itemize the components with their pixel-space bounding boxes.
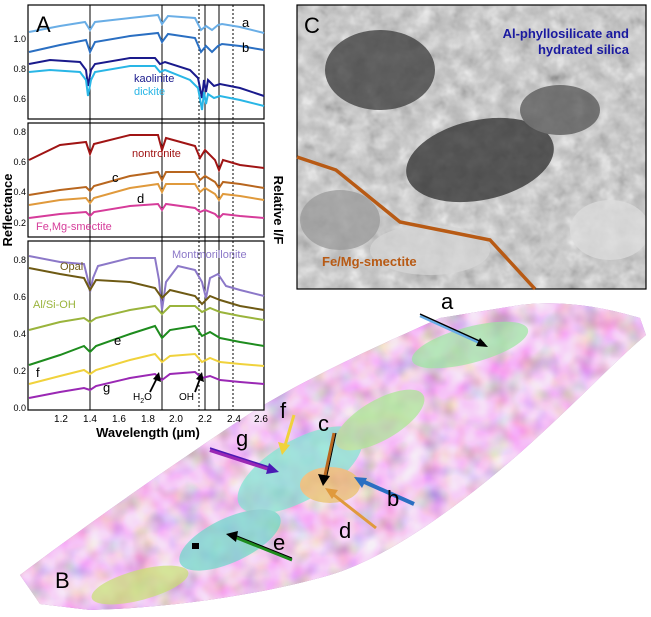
x-tick: 1.4 — [83, 414, 97, 425]
spectrum-e — [28, 324, 265, 366]
y-tick: 0.6 — [13, 94, 26, 104]
arrow-label-a: a — [441, 289, 454, 314]
y-tick: 0.8 — [13, 64, 26, 74]
x-tick: 1.2 — [54, 414, 68, 425]
spectrum-nontronite — [28, 134, 265, 173]
x-tick: 1.6 — [112, 414, 126, 425]
spectrum-d — [28, 182, 265, 206]
panel-c-image — [296, 4, 647, 291]
spectrum-c — [28, 170, 265, 196]
x-axis-label: Wavelength (µm) — [96, 425, 200, 440]
arrow-d — [325, 488, 377, 530]
spectra-frame-top — [27, 4, 265, 120]
al-phyllosilicate-label-2: hydrated silica — [538, 42, 630, 57]
terrain-arrow-labels: a b c d e f g — [236, 289, 454, 555]
femg-boundary-line — [296, 155, 537, 291]
spectrum-al-si-oh — [28, 304, 265, 331]
y-tick: 0.2 — [13, 366, 26, 376]
arrow-a — [419, 313, 488, 347]
panel-b-label: B — [55, 568, 70, 593]
spectra-frame-bottom — [27, 240, 265, 411]
y-tick: 0.0 — [13, 403, 26, 413]
arrow-label-b: b — [387, 486, 399, 511]
arrow-g — [209, 447, 279, 474]
spectrum-g — [28, 370, 265, 399]
spectrum-fe-mg-smectite — [28, 202, 265, 220]
curve-label-b: b — [242, 40, 249, 55]
x-tick: 1.8 — [141, 414, 155, 425]
curve-label-c: c — [112, 170, 119, 185]
x-tick: 2.2 — [198, 414, 212, 425]
y-axis-label-left: Reflectance — [0, 174, 15, 247]
curve-label-montmorillonite: Montmorillonite — [172, 249, 247, 261]
spectrum-dickite — [28, 65, 265, 111]
spectrum-montmorillonite — [28, 255, 265, 311]
curve-label-al-si-oh: Al/Si-OH — [33, 299, 76, 311]
curve-label-fe-mg-smectite: Fe,Mg-smectite — [36, 221, 112, 233]
curve-label-d: d — [137, 191, 144, 206]
y-tick: 0.4 — [13, 187, 26, 197]
y-tick: 0.4 — [13, 329, 26, 339]
al-phyllosilicate-label-1: Al-phyllosilicate and — [503, 26, 629, 41]
x-tick-labels: 1.2 1.4 1.6 1.8 2.0 2.2 2.4 2.6 — [54, 414, 268, 425]
arrow-label-f: f — [280, 398, 287, 423]
spectrum-opal — [28, 267, 265, 311]
arrow-label-d: d — [339, 518, 351, 543]
spectrum-f — [28, 352, 265, 385]
y-tick: 1.0 — [13, 34, 26, 44]
spectrum-kaolinite — [28, 57, 265, 99]
curve-label-g: g — [103, 380, 110, 395]
y-tick: 0.6 — [13, 292, 26, 302]
panel-a-label: A — [36, 12, 51, 37]
curve-label-opal: Opal — [60, 261, 83, 273]
x-tick: 2.6 — [254, 414, 268, 425]
terrain-marker — [192, 543, 199, 549]
curve-label-kaolinite: kaolinite — [134, 73, 174, 85]
arrow-label-e: e — [273, 530, 285, 555]
panel-c-label: C — [304, 13, 320, 38]
curve-label-nontronite: nontronite — [132, 148, 181, 160]
curve-label-f: f — [36, 365, 40, 380]
x-tick: 2.4 — [227, 414, 241, 425]
oh-label: OH — [179, 392, 194, 403]
spectra-frame-middle — [27, 122, 265, 238]
arrow-label-c: c — [318, 411, 329, 436]
curve-label-e: e — [114, 333, 121, 348]
h2o-label: H2O — [133, 392, 152, 405]
y-tick: 0.8 — [13, 127, 26, 137]
curve-label-a: a — [242, 15, 250, 30]
spectrum-a — [28, 13, 265, 34]
curve-label-dickite: dickite — [134, 86, 165, 98]
panel-a-spectra — [27, 4, 265, 411]
arrow-label-g: g — [236, 426, 248, 451]
y-tick: 0.2 — [13, 218, 26, 228]
arrow-f — [278, 414, 296, 455]
y-tick: 0.6 — [13, 157, 26, 167]
y-tick-labels: 1.0 0.8 0.6 0.8 0.6 0.4 0.2 0.8 0.6 0.4 … — [13, 34, 26, 413]
arrow-e — [226, 531, 293, 562]
reference-lines — [89, 5, 234, 410]
terrain-arrows — [209, 313, 488, 562]
arrow-c — [318, 432, 337, 486]
arrow-b — [354, 477, 415, 506]
spectrum-b — [28, 31, 265, 55]
y-axis-label-right: Relative I/F — [271, 176, 286, 245]
femg-smectite-region-label: Fe/Mg-smectite — [322, 254, 417, 269]
x-tick: 2.0 — [169, 414, 183, 425]
y-tick: 0.8 — [13, 255, 26, 265]
